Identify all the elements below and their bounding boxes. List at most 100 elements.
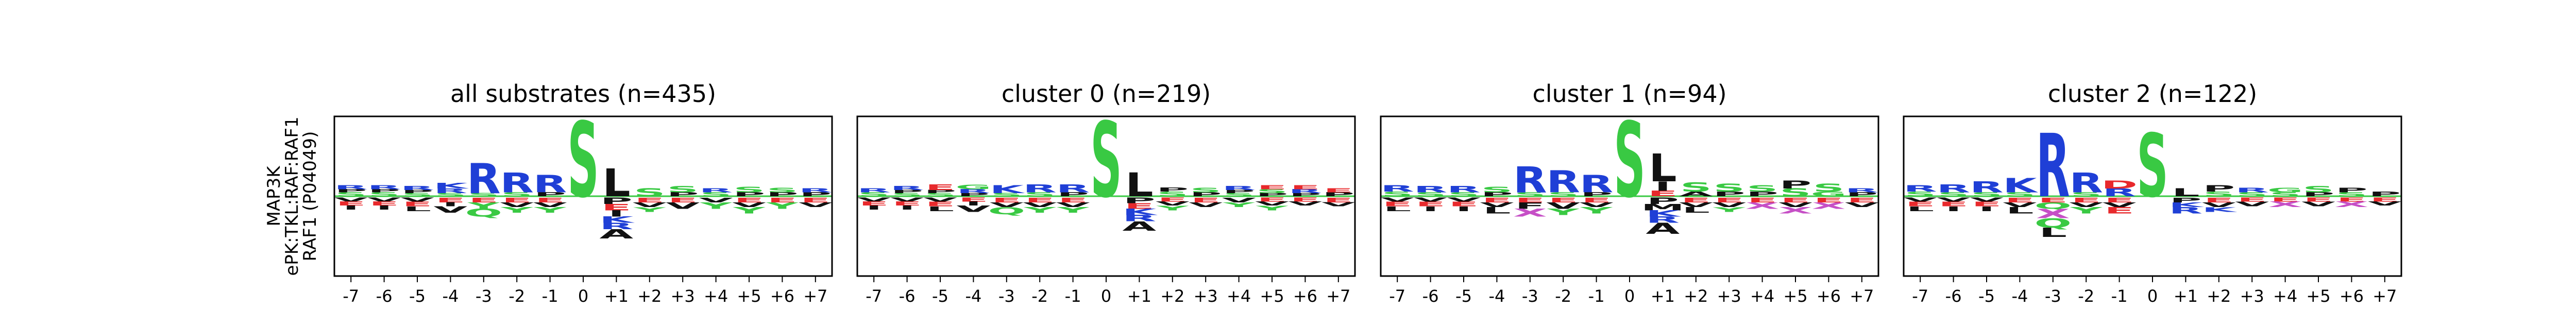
residue--6-down-V: V [890,197,924,203]
residue-+4-down-Y: Y [1222,201,1255,209]
residue--2-down-Y: Y [500,205,533,214]
residue--7-down-L: L [1906,205,1934,213]
x-tick-label: +1 [1127,286,1151,306]
x-tick-label: 0 [2147,286,2158,306]
x-tick-label: -1 [542,286,558,306]
residue-+2-up-S: S [634,186,665,199]
residue--6-down-E: E [369,201,399,207]
residue--4-down-V: V [433,204,468,215]
residue-+5-up-E: E [1257,184,1287,191]
residue--7-up-R: R [1903,183,1937,194]
residue--7-down-V: V [857,197,891,203]
residue--4-down-E: E [435,196,465,204]
residue--1-up-R: R [533,170,567,198]
residue-+2-down-Y: Y [633,206,666,214]
residue--5-up-R: R [400,185,434,191]
residue--7-up-S: S [1905,190,1936,198]
x-tick-label: +6 [770,286,794,306]
residue-+5-up-S: S [1780,186,1811,199]
residue-+1-down-A: A [1646,220,1680,237]
residue-+5-up-P: P [1256,192,1288,197]
residue-+4-down-E: E [1747,196,1777,204]
residue--3-down-Q: Q [988,205,1025,216]
residue--5-up-E: E [925,183,955,192]
residue--4-up-K: K [2003,174,2039,197]
residue--6-down-I: I [1422,205,1439,213]
residue-+1-down-P: P [2170,196,2201,204]
residue-+6-down-X: X [1812,201,1846,211]
residue--3-down-X: X [2036,206,2070,221]
residue--4-down-V: V [956,204,991,214]
residue-+3-up-P: P [1190,191,1222,197]
x-tick-label: -6 [1422,286,1439,306]
residue--7-up-S: S [858,191,890,197]
residue--4-down-V: V [2003,201,2037,209]
residue--6-down-E: E [892,201,922,207]
residue--6-down-I: I [376,204,393,211]
residue--7-down-E: E [1382,200,1412,208]
residue--2-down-E: E [1025,196,1055,204]
residue-+6-up-S: S [2336,191,2367,197]
x-tick-label: +1 [1651,286,1675,306]
residue--6-up-R: R [1937,182,1971,195]
x-tick-label: +3 [1717,286,1741,306]
residue-+5-down-E: E [2303,197,2333,203]
residue--5-down-E: E [925,200,955,208]
x-tick-label: -4 [1488,286,1505,306]
residue-+1-down-R: R [1123,213,1157,224]
residue--1-down-Y: Y [1580,205,1613,216]
residue-0-up-S: S [567,101,599,221]
x-tick-label: -5 [1978,286,1995,306]
residue-+3-up-S: S [667,184,699,195]
residue-+5-down-Y: Y [1256,204,1289,212]
x-tick-label: +4 [2273,286,2297,306]
x-tick-label: -2 [1555,286,1571,306]
residue--2-down-Y: Y [1023,205,1056,214]
residue-+6-up-E: E [1290,184,1320,191]
residue--4-up-S: S [1481,185,1513,194]
residue--7-down-I: I [866,204,882,211]
x-tick-label: 0 [578,286,588,306]
residue--2-down-V: V [2069,201,2103,209]
residue-+5-down-Y: Y [733,205,766,216]
residue-+2-down-E: E [635,196,665,204]
residue--4-up-K: K [433,181,469,190]
residue-+5-up-P: P [2302,191,2334,197]
residue-+2-down-E: E [1681,196,1711,204]
residue-+4-down-E: E [2270,197,2300,203]
residue-+1-down-R: R [1646,215,1680,225]
residue--6-down-V: V [1937,197,1971,203]
residue--2-down-V: V [500,201,534,209]
residue--4-down-L: L [2006,205,2033,216]
residue--7-down-E: E [859,201,889,207]
residue-+1-down-E: E [601,202,631,213]
residue-+2-down-K: K [2202,206,2238,214]
residue-+7-up-E: E [1324,187,1353,194]
residue--7-down-I: I [343,204,359,211]
x-tick-label: +5 [2306,286,2330,306]
residue-+5-up-S: S [2302,184,2334,195]
residue-+7-down-V: V [1845,201,1879,209]
residue-+6-up-S: S [1813,181,1844,194]
residue-+7-down-V: V [1321,201,1355,208]
residue-+3-down-E: E [2237,197,2267,203]
residue--7-down-E: E [1905,200,1935,208]
residue--5-up-S: S [924,192,956,197]
residue--6-up-R: R [890,185,924,191]
residue--3-down-E: E [1515,196,1545,204]
residue-+3-up-R: R [2235,186,2269,194]
residue-+3-down-Y: Y [1713,206,1745,214]
residue-+1-down-P: P [1123,196,1155,205]
residue-+3-up-S: S [2236,191,2268,197]
residue-+1-up-L: L [1649,146,1676,191]
residue-+5-up-P: P [733,191,765,197]
residue-+6-down-E: E [1290,197,1320,203]
residue--4-up-P: P [1481,191,1513,197]
x-tick-label: +4 [1227,286,1251,306]
residue--1-down-E: E [2104,205,2134,216]
residue-+4-up-G: G [2267,186,2303,194]
residue--3-up-S: S [1514,191,1546,197]
panel-title: cluster 0 (n=219) [1002,80,1211,108]
